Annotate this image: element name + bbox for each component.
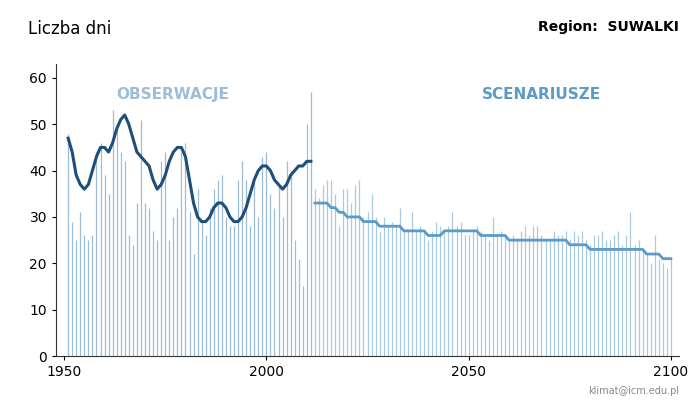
Text: Liczba dni: Liczba dni — [28, 20, 111, 38]
Text: SCENARIUSZE: SCENARIUSZE — [482, 87, 601, 102]
Text: OBSERWACJE: OBSERWACJE — [117, 87, 230, 102]
Text: Region:  SUWALKI: Region: SUWALKI — [538, 20, 679, 34]
Text: klimat@icm.edu.pl: klimat@icm.edu.pl — [588, 386, 679, 396]
